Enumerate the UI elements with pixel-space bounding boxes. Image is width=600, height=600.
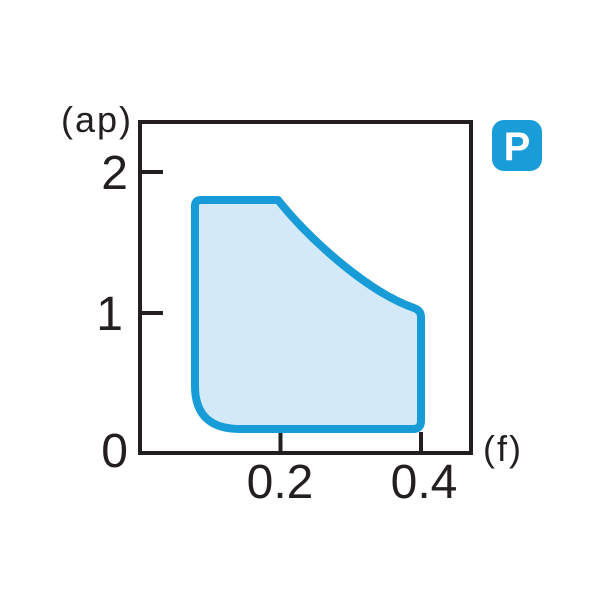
y-tick-label-2: 2 [101,147,128,200]
application-area-region [191,196,425,433]
material-badge-background [492,120,542,171]
x-tick-label-02: 0.2 [247,456,314,509]
origin-label: 0 [101,425,128,478]
x-axis-label: (f) [483,428,523,469]
x-tick-label-04: 0.4 [391,456,458,509]
material-badge-label: P [504,125,531,169]
y-axis-label: (ap) [61,99,133,140]
y-tick-label-1: 1 [96,288,123,341]
material-badge-p: P [492,120,542,171]
plot-box [138,120,473,455]
